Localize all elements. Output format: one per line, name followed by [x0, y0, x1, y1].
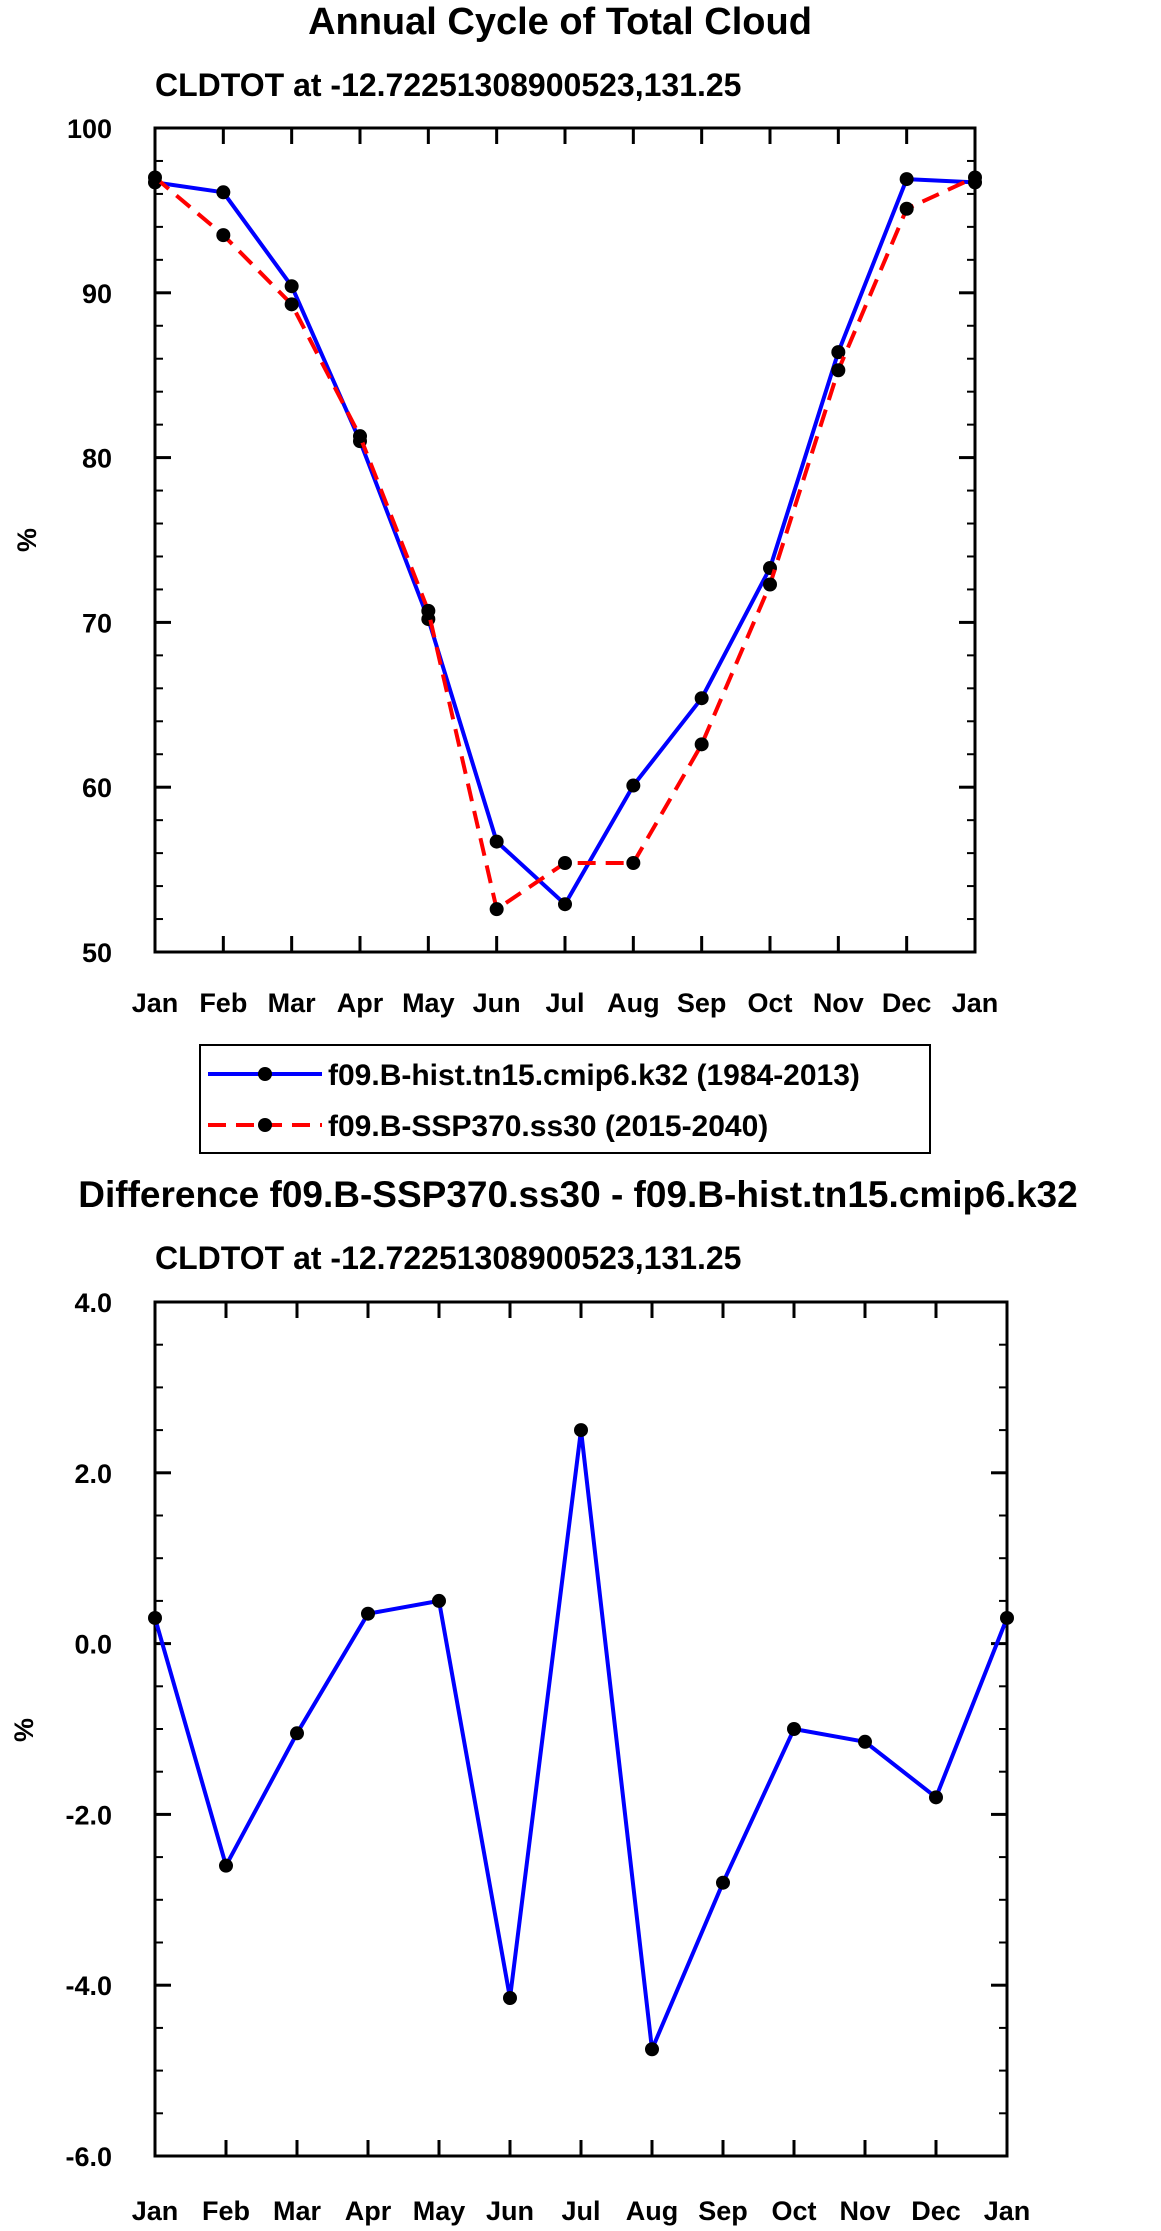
bottom-xtick-label: Nov	[839, 2196, 890, 2226]
bottom-xtick-label: Jul	[561, 2196, 600, 2226]
bottom-xtick-label: Feb	[202, 2196, 250, 2226]
top-xtick-label: Jan	[132, 988, 179, 1018]
top-series-1-point	[968, 170, 982, 185]
top-series-0-point	[489, 834, 504, 849]
top-xtick-label: Jul	[545, 988, 584, 1018]
top-ytick-label: 50	[82, 938, 112, 968]
top-ytick-label: 60	[82, 773, 112, 803]
bottom-series-0-point	[361, 1606, 375, 1621]
bottom-series-0-point	[1000, 1610, 1014, 1625]
bottom-series-0-point	[503, 1991, 517, 2006]
legend-box	[199, 1044, 931, 1154]
bottom-ytick-label: 0.0	[74, 1630, 112, 1660]
top-series-1-point	[831, 363, 846, 378]
top-series-0-point	[284, 279, 299, 294]
bottom-xtick-label: Dec	[911, 2196, 961, 2226]
top-series-1-point	[421, 603, 436, 618]
bottom-ytick-label: 2.0	[74, 1459, 112, 1489]
bottom-xtick-label: Jan	[132, 2196, 179, 2226]
top-xtick-label: Jun	[473, 988, 521, 1018]
bottom-series-0-point	[432, 1593, 446, 1608]
bottom-xtick-label: May	[413, 2196, 466, 2226]
top-series-0-point	[558, 897, 572, 912]
bottom-xtick-label: Jun	[486, 2196, 534, 2226]
bottom-chart-ticks: -6.0 -4.0 -2.0 0.0 2.0 4.0 Jan Feb Mar Apr May Jun J…	[65, 1288, 1030, 2226]
top-chart-ylabel: %	[12, 528, 42, 552]
top-chart-subtitle: CLDTOT at -12.72251308900523,131.25	[155, 67, 741, 103]
bottom-xtick-label: Aug	[626, 2196, 678, 2226]
bottom-series-0-point	[787, 1722, 801, 1736]
bottom-series-0-point	[148, 1610, 162, 1625]
bottom-xtick-label: Jan	[984, 2196, 1031, 2226]
legend-marker-hist	[258, 1067, 272, 1081]
bottom-ytick-label: 4.0	[74, 1288, 112, 1318]
top-series-1-point	[148, 170, 162, 185]
top-series-line-1	[153, 175, 976, 912]
top-series-0-point	[694, 691, 709, 706]
bottom-series-0-point	[290, 1726, 304, 1741]
top-series-0-point	[831, 345, 846, 360]
bottom-series-0-point	[858, 1734, 872, 1749]
bottom-series-0-point	[574, 1423, 588, 1438]
top-xtick-label: Jan	[952, 988, 999, 1018]
bottom-ytick-label: -2.0	[65, 1800, 112, 1830]
top-chart-ticks: 50 60 70 80 90 100 Jan Feb Mar Apr May Jun Jul Aug Sep…	[67, 114, 998, 1018]
top-xtick-label: Dec	[882, 988, 932, 1018]
bottom-series-line-0	[153, 1428, 1009, 2052]
top-series-line-0	[154, 177, 976, 907]
top-xtick-label: May	[402, 988, 455, 1018]
bottom-chart-series	[148, 1423, 1014, 2057]
top-plot-border	[153, 126, 977, 954]
legend-label-ssp: f09.B-SSP370.ss30 (2015-2040)	[328, 1110, 768, 1143]
legend-marker-ssp	[258, 1118, 272, 1132]
top-xtick-label: Aug	[607, 988, 659, 1018]
top-series-1-point	[694, 737, 709, 752]
top-xtick-label: Apr	[337, 988, 384, 1018]
top-series-1-point	[489, 902, 504, 917]
bottom-series-0-point	[929, 1790, 943, 1805]
bottom-series-0-point	[645, 2042, 659, 2057]
bottom-series-0-point	[219, 1858, 233, 1873]
top-xtick-label: Sep	[677, 988, 727, 1018]
top-series-1-point	[284, 297, 299, 312]
top-chart-title: Annual Cycle of Total Cloud	[308, 1, 812, 43]
top-ytick-label: 100	[67, 114, 112, 144]
top-series-1-point	[763, 577, 777, 592]
top-series-1-point	[558, 856, 572, 871]
top-series-1-point	[216, 228, 231, 243]
top-ytick-label: 80	[82, 444, 112, 474]
top-series-0-point	[216, 185, 231, 200]
top-xtick-label: Oct	[747, 988, 792, 1018]
top-series-1-point	[899, 201, 914, 216]
top-xtick-label: Mar	[268, 988, 317, 1018]
bottom-xtick-label: Oct	[771, 2196, 816, 2226]
top-series-1-point	[353, 429, 367, 444]
bottom-xtick-label: Mar	[273, 2196, 322, 2226]
top-chart-frame	[153, 126, 977, 954]
top-xtick-label: Feb	[199, 988, 247, 1018]
top-chart-series	[148, 170, 982, 917]
bottom-chart-subtitle: CLDTOT at -12.72251308900523,131.25	[155, 1240, 741, 1276]
top-ytick-label: 90	[82, 279, 112, 309]
bottom-ytick-label: -6.0	[65, 2142, 112, 2172]
bottom-xtick-label: Sep	[698, 2196, 748, 2226]
top-series-0-point	[899, 172, 914, 187]
top-xtick-label: Nov	[813, 988, 864, 1018]
bottom-chart-title: Difference f09.B-SSP370.ss30 - f09.B-his…	[78, 1174, 1077, 1215]
legend: f09.B-hist.tn15.cmip6.k32 (1984-2013) f0…	[199, 1044, 931, 1154]
top-ytick-label: 70	[82, 608, 112, 638]
bottom-xtick-label: Apr	[345, 2196, 392, 2226]
legend-label-hist: f09.B-hist.tn15.cmip6.k32 (1984-2013)	[328, 1059, 860, 1092]
bottom-series-0-point	[716, 1875, 730, 1890]
bottom-chart-ylabel: %	[9, 1718, 39, 1742]
bottom-ytick-label: -4.0	[65, 1971, 112, 2001]
top-series-1-point	[626, 856, 641, 871]
top-series-0-point	[626, 778, 641, 793]
